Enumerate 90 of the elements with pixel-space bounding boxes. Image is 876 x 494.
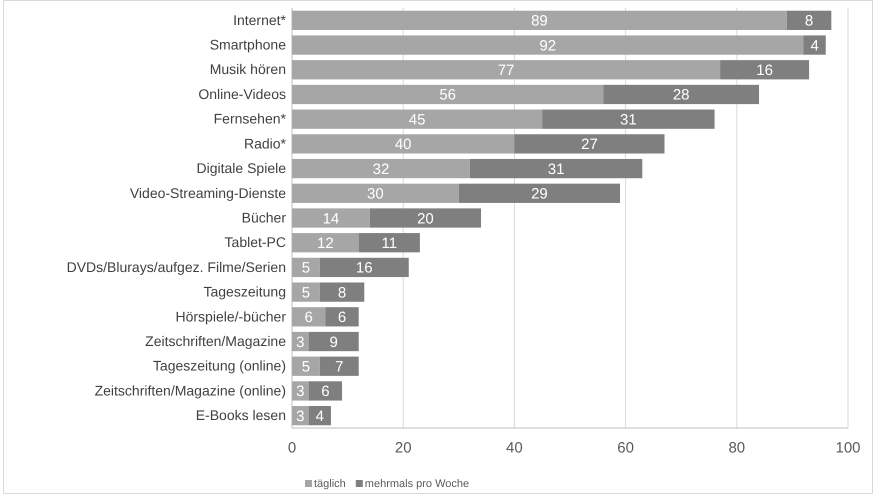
data-label: 20 [417, 210, 434, 228]
data-label: 5 [302, 358, 310, 376]
y-tick-label: Radio* [244, 135, 287, 152]
data-label: 16 [756, 62, 773, 80]
y-tick-label: Tablet-PC [224, 234, 286, 250]
bar [292, 10, 787, 30]
bar [358, 233, 420, 252]
y-tick-label: Musik hören [210, 61, 286, 78]
bar [325, 307, 359, 326]
data-label: 28 [672, 86, 690, 104]
bar [308, 381, 342, 401]
y-tick-label: Bücher [242, 209, 286, 226]
data-label: 5 [302, 260, 310, 277]
data-label: 5 [302, 284, 310, 302]
data-label: 4 [316, 408, 324, 425]
data-label: 4 [810, 37, 819, 54]
data-label: 6 [304, 309, 313, 326]
x-tick-label: 40 [506, 440, 523, 457]
data-label: 14 [322, 210, 340, 228]
y-tick-label: Tageszeitung [203, 284, 286, 300]
data-label: 30 [367, 186, 384, 203]
bar [514, 134, 665, 154]
bar [292, 110, 542, 129]
y-tick-label: Zeitschriften/Magazine [145, 333, 286, 350]
bar [292, 60, 720, 80]
data-label: 8 [338, 284, 346, 302]
bar [292, 208, 370, 228]
y-tick-label: Internet* [233, 12, 287, 28]
bar [292, 158, 470, 178]
bar [308, 406, 331, 426]
y-tick-label: Video-Streaming-Dienste [130, 184, 286, 201]
bar [292, 84, 604, 104]
y-tick-label: Digitale Spiele [196, 160, 286, 176]
data-label: 89 [531, 12, 548, 30]
x-tick-label: 0 [288, 440, 296, 457]
y-tick-label: Smartphone [210, 36, 286, 53]
data-label: 40 [394, 136, 412, 154]
data-label: 77 [498, 62, 514, 80]
data-label: 56 [439, 86, 456, 104]
x-tick-label: 60 [617, 440, 634, 457]
bar [720, 60, 810, 80]
data-label: 3 [296, 383, 305, 400]
y-tick-label: DVDs/Blurays/aufgez. Filme/Serien [66, 258, 286, 275]
y-tick-label: Zeitschriften/Magazine (online) [94, 382, 286, 398]
data-label: 31 [548, 160, 564, 178]
data-label: 6 [321, 383, 330, 400]
bar [292, 282, 320, 302]
data-label: 3 [296, 334, 305, 351]
bar [292, 184, 459, 203]
data-label: 6 [338, 309, 346, 326]
data-label: 11 [382, 234, 398, 252]
data-label: 92 [539, 37, 556, 54]
x-tick-label: 100 [835, 440, 861, 457]
bar [292, 35, 804, 55]
data-label: 27 [581, 136, 598, 154]
data-label: 12 [317, 234, 334, 252]
data-label: 9 [330, 334, 338, 351]
data-label: 3 [296, 408, 305, 425]
y-tick-label: E-Books lesen [196, 407, 286, 424]
bar [320, 258, 409, 278]
bar [292, 258, 320, 278]
bar [603, 84, 760, 104]
bar [292, 356, 320, 376]
x-tick-label: 20 [394, 440, 412, 457]
bar [292, 233, 359, 252]
data-label: 45 [408, 111, 426, 128]
y-tick-label: Online-Videos [198, 86, 286, 102]
bar [320, 282, 364, 302]
bar [308, 332, 359, 352]
data-label: 31 [620, 111, 637, 128]
bar [458, 184, 620, 203]
data-label: 29 [531, 186, 548, 203]
legend-label: mehrmals pro Woche [364, 478, 470, 490]
bar [786, 10, 832, 30]
bar [542, 110, 715, 129]
bar [804, 35, 826, 55]
bar [292, 307, 326, 326]
bar [320, 356, 359, 376]
data-label: 16 [356, 260, 373, 277]
data-label: 7 [335, 358, 344, 376]
bar [292, 134, 514, 154]
legend-label: täglich [314, 478, 346, 490]
y-tick-label: Fernsehen* [214, 110, 287, 127]
data-label: 8 [804, 12, 814, 30]
bar [370, 208, 482, 228]
x-tick-label: 80 [728, 440, 746, 457]
y-tick-label: Tageszeitung (online) [152, 358, 286, 374]
data-label: 32 [372, 160, 390, 178]
bar [470, 158, 642, 178]
y-tick-label: Hörspiele/-bücher [176, 308, 286, 324]
